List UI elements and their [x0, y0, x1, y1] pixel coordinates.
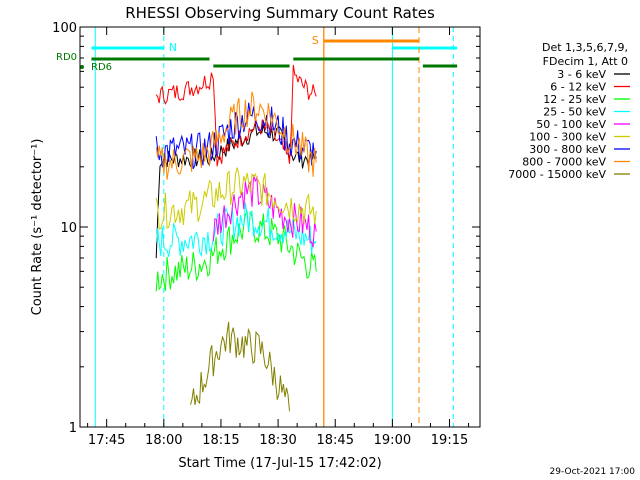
x-tick-label: 19:15: [431, 433, 468, 448]
legend-label: 7000 - 15000 keV: [508, 168, 606, 181]
x-tick-label: 18:45: [317, 433, 354, 448]
annotation-layer: N S RD0 RD6: [56, 27, 458, 427]
annotation-label: S: [312, 34, 319, 47]
y-tick-label: 100: [52, 21, 77, 36]
legend-label: 800 - 7000 keV: [522, 156, 606, 169]
legend-header: Det 1,3,5,6,7,9,: [542, 41, 628, 54]
series-line: [155, 91, 317, 180]
legend-label: 25 - 50 keV: [543, 106, 606, 119]
legend-label: 6 - 12 keV: [550, 81, 606, 94]
annotation-label-rd0: RD0: [56, 52, 77, 63]
legend-label: 300 - 800 keV: [529, 143, 606, 156]
x-tick-label: 18:30: [259, 433, 296, 448]
y-tick-label: 10: [60, 221, 77, 236]
series-layer: [155, 64, 317, 412]
axes-layer: 17:45 18:00 18:15 18:30 18:45 19:00 19:15 1 10 10…: [52, 21, 480, 448]
series-line: [212, 174, 317, 248]
legend-header: FDecim 1, Att 0: [543, 55, 628, 68]
x-tick-label: 17:45: [88, 433, 125, 448]
rd6-marker: [80, 65, 84, 69]
legend: Det 1,3,5,6,7,9,FDecim 1, Att 03 - 6 keV…: [508, 41, 630, 181]
legend-label: 50 - 100 keV: [536, 118, 606, 131]
series-line: [155, 202, 317, 258]
legend-label: 3 - 6 keV: [557, 68, 606, 81]
y-axis-label: Count Rate (s⁻¹ detector⁻¹): [30, 139, 45, 316]
legend-label: 100 - 300 keV: [529, 131, 606, 144]
series-line: [190, 321, 290, 412]
timestamp-label: 29-Oct-2021 17:00: [550, 467, 636, 477]
annotation-label-rd6: RD6: [91, 62, 112, 73]
series-line: [155, 167, 317, 230]
x-tick-label: 19:00: [374, 433, 411, 448]
x-tick-label: 18:00: [145, 433, 182, 448]
series-line: [155, 210, 317, 292]
chart-title: RHESSI Observing Summary Count Rates: [125, 4, 435, 22]
x-axis-label: Start Time (17-Jul-15 17:42:02): [178, 456, 381, 471]
x-tick-label: 18:15: [202, 433, 239, 448]
series-line: [155, 64, 317, 167]
y-tick-label: 1: [69, 421, 77, 436]
legend-label: 12 - 25 keV: [543, 93, 606, 106]
annotation-label: N: [169, 41, 177, 54]
